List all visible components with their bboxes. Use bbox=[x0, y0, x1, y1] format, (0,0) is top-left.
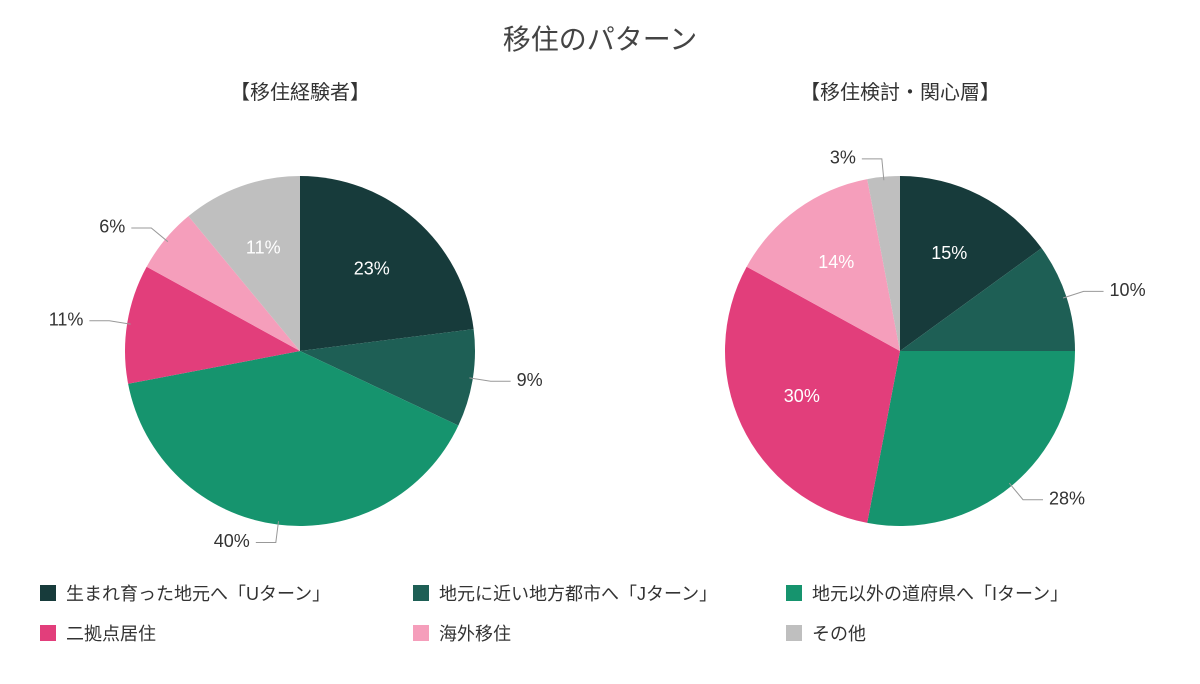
pie-callout-jturn bbox=[1063, 291, 1103, 298]
legend-label-abroad: 海外移住 bbox=[439, 620, 511, 646]
pie-experienced: 23% 9% 40% 11% 6% 11% bbox=[50, 126, 550, 591]
pie-label-jturn: 9% bbox=[517, 370, 543, 390]
legend-label-dual: 二拠点居住 bbox=[66, 620, 156, 646]
legend-label-iturn: 地元以外の道府県へ「Iターン」 bbox=[812, 580, 1068, 606]
pie-callout-other bbox=[862, 159, 884, 180]
legend-item-iturn: 地元以外の道府県へ「Iターン」 bbox=[786, 580, 1159, 606]
pie-label-dual: 30% bbox=[784, 386, 820, 406]
legend-row-2: 二拠点居住 海外移住 その他 bbox=[40, 620, 1160, 646]
pie-label-abroad: 6% bbox=[99, 217, 125, 237]
pie-considering: 15% 10% 28% 30% 14% 3% bbox=[650, 126, 1150, 591]
pie-callout-abroad bbox=[131, 228, 168, 242]
charts-row: 【移住経験者】 23% 9% 40% 11% 6% 11% 【移住検討・関心層】 15% 1… bbox=[0, 70, 1200, 570]
page: 移住のパターン 【移住経験者】 23% 9% 40% 11% 6% 11% 【移住検討・関… bbox=[0, 0, 1200, 684]
swatch-iturn bbox=[786, 585, 802, 601]
pie-callout-dual bbox=[89, 321, 130, 324]
legend-item-other: その他 bbox=[786, 620, 1159, 646]
pie-svg-experienced: 23% 9% 40% 11% 6% 11% bbox=[50, 126, 550, 586]
legend-item-abroad: 海外移住 bbox=[413, 620, 786, 646]
legend-row-1: 生まれ育った地元へ「Uターン」 地元に近い地方都市へ「Jターン」 地元以外の道府… bbox=[40, 580, 1160, 606]
legend-item-jturn: 地元に近い地方都市へ「Jターン」 bbox=[413, 580, 786, 606]
legend-label-other: その他 bbox=[812, 620, 866, 646]
chart-panel-experienced: 【移住経験者】 23% 9% 40% 11% 6% 11% bbox=[0, 70, 600, 570]
swatch-jturn bbox=[413, 585, 429, 601]
chart-subtitle-experienced: 【移住経験者】 bbox=[0, 76, 600, 105]
legend-label-uturn: 生まれ育った地元へ「Uターン」 bbox=[66, 580, 330, 606]
swatch-uturn bbox=[40, 585, 56, 601]
legend-item-dual: 二拠点居住 bbox=[40, 620, 413, 646]
swatch-dual bbox=[40, 625, 56, 641]
pie-label-other: 3% bbox=[830, 148, 856, 168]
pie-svg-considering: 15% 10% 28% 30% 14% 3% bbox=[650, 126, 1150, 586]
legend: 生まれ育った地元へ「Uターン」 地元に近い地方都市へ「Jターン」 地元以外の道府… bbox=[40, 580, 1160, 660]
pie-label-iturn: 28% bbox=[1049, 488, 1085, 508]
pie-label-other: 11% bbox=[246, 238, 281, 258]
swatch-abroad bbox=[413, 625, 429, 641]
pie-label-jturn: 10% bbox=[1110, 280, 1146, 300]
pie-label-uturn: 23% bbox=[354, 258, 390, 278]
pie-label-abroad: 14% bbox=[818, 252, 854, 272]
swatch-other bbox=[786, 625, 802, 641]
legend-item-uturn: 生まれ育った地元へ「Uターン」 bbox=[40, 580, 413, 606]
pie-slice-iturn bbox=[867, 351, 1075, 526]
chart-panel-considering: 【移住検討・関心層】 15% 10% 28% 30% 14% 3% bbox=[600, 70, 1200, 570]
pie-label-uturn: 15% bbox=[931, 243, 967, 263]
legend-label-jturn: 地元に近い地方都市へ「Jターン」 bbox=[439, 580, 717, 606]
pie-callout-iturn bbox=[1009, 483, 1043, 500]
pie-callout-jturn bbox=[469, 378, 510, 381]
pie-callout-iturn bbox=[256, 521, 279, 542]
pie-label-iturn: 40% bbox=[214, 531, 250, 551]
pie-label-dual: 11% bbox=[50, 310, 83, 330]
chart-subtitle-considering: 【移住検討・関心層】 bbox=[600, 76, 1200, 105]
main-title: 移住のパターン bbox=[0, 18, 1200, 58]
